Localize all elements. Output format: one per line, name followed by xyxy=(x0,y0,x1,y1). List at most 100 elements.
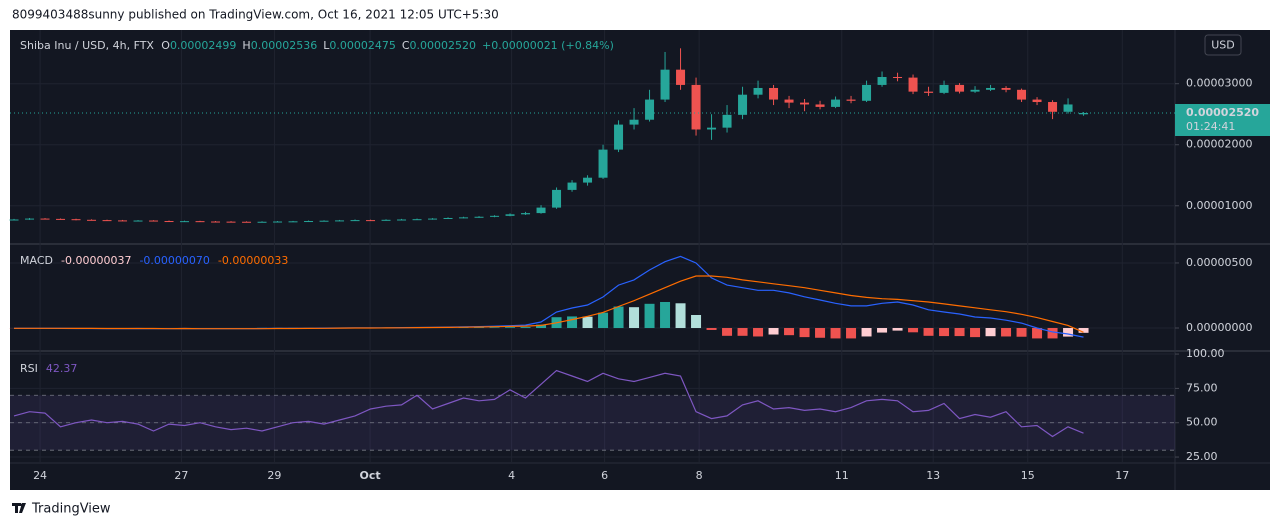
candle-body xyxy=(273,221,283,223)
candle-body xyxy=(939,84,949,93)
currency-label: USD xyxy=(1211,39,1235,52)
candle-body xyxy=(1079,113,1089,115)
chart-background xyxy=(10,30,1270,490)
histogram-bar xyxy=(753,328,764,337)
histogram-bar xyxy=(784,328,795,336)
histogram-bar xyxy=(536,324,547,329)
candle-body xyxy=(598,149,608,178)
candle-body xyxy=(118,220,128,222)
currency-button[interactable] xyxy=(1204,34,1242,56)
y-tick-label: 0.00001000 xyxy=(1186,199,1252,212)
candle-body xyxy=(691,84,701,130)
candle-body xyxy=(986,87,996,90)
legend-item: 0.00002499 xyxy=(170,39,236,52)
histogram-bar xyxy=(939,328,950,337)
candle-body xyxy=(753,87,763,95)
histogram-bar xyxy=(520,327,531,329)
histogram-bar xyxy=(1078,328,1089,333)
histogram-bar xyxy=(892,328,903,331)
candle-body xyxy=(149,220,159,222)
candle-body xyxy=(412,219,422,221)
histogram-bar xyxy=(861,328,872,337)
candle-body xyxy=(319,220,329,222)
histogram-bar xyxy=(660,301,671,329)
histogram-bar xyxy=(768,328,779,335)
rsi-line xyxy=(13,369,1084,438)
candle-body xyxy=(505,214,515,216)
histogram-bar xyxy=(830,328,841,339)
legend-item: 0.00002475 xyxy=(329,39,395,52)
x-tick-label: 8 xyxy=(696,469,703,482)
candle-body xyxy=(195,221,205,223)
candle-body xyxy=(71,219,81,221)
legend-item: -0.00000037 xyxy=(61,254,131,267)
y-tick-label: 25.00 xyxy=(1186,450,1218,463)
candle-body xyxy=(924,91,934,93)
candle-body xyxy=(955,84,965,92)
histogram-bar xyxy=(923,328,934,336)
candle-body xyxy=(459,217,469,219)
tradingview-logo xyxy=(12,503,26,513)
candle-body xyxy=(784,99,794,103)
histogram-bar xyxy=(1032,328,1043,339)
candle-body xyxy=(970,89,980,92)
x-tick-label: 27 xyxy=(174,469,188,482)
histogram-bar xyxy=(582,316,593,329)
x-tick-label: 15 xyxy=(1021,469,1035,482)
histogram-bar xyxy=(613,306,624,329)
candle-body xyxy=(242,221,252,223)
candle-body xyxy=(676,69,686,85)
candle-body xyxy=(800,102,810,105)
candle-body xyxy=(397,219,407,221)
x-tick-label: 24 xyxy=(33,469,47,482)
histogram-bar xyxy=(644,303,655,329)
candle-body xyxy=(9,219,19,221)
candle-body xyxy=(614,124,624,150)
x-tick-label: 29 xyxy=(267,469,281,482)
pane-legend: MACD -0.00000037 -0.00000070 -0.00000033 xyxy=(20,254,288,267)
x-tick-label: 17 xyxy=(1115,469,1129,482)
candle-body xyxy=(288,221,298,223)
candle-body xyxy=(211,221,221,223)
publisher-line: 8099403488sunny published on TradingView… xyxy=(12,8,499,22)
histogram-bar xyxy=(1047,328,1058,339)
legend-item: 0.00002536 xyxy=(251,39,317,52)
histogram-bar xyxy=(1001,328,1012,337)
legend-item: O xyxy=(161,39,170,52)
y-tick-label: 0.00002000 xyxy=(1186,138,1252,151)
candle-body xyxy=(304,221,314,223)
y-tick-label: 0.00000500 xyxy=(1186,256,1252,269)
histogram-bar xyxy=(706,328,717,330)
x-tick-label: 13 xyxy=(926,469,940,482)
candle-body xyxy=(629,119,639,125)
candle-body xyxy=(366,220,376,222)
legend-item: 0.00002520 xyxy=(410,39,476,52)
legend-item: RSI xyxy=(20,362,38,375)
candle-body xyxy=(335,220,345,222)
legend-item: 42.37 xyxy=(46,362,78,375)
candle-body xyxy=(56,218,66,220)
candle-body xyxy=(645,99,655,120)
candle-body xyxy=(257,221,267,223)
legend-item: MACD xyxy=(20,254,53,267)
candle-body xyxy=(25,218,35,220)
candle-body xyxy=(87,219,97,221)
histogram-bar xyxy=(908,328,919,333)
candle-body xyxy=(1048,102,1058,112)
histogram-bar xyxy=(675,303,686,329)
candle-body xyxy=(226,221,236,223)
histogram-bar xyxy=(799,328,810,338)
macd-line xyxy=(14,275,1084,333)
legend-item: +0.00000021 (+0.84%) xyxy=(482,39,614,52)
histogram-bar xyxy=(846,328,857,339)
histogram-bar xyxy=(737,328,748,336)
candle-body xyxy=(815,104,825,107)
candle-body xyxy=(831,99,841,107)
candle-body xyxy=(164,221,174,223)
histogram-bar xyxy=(598,312,609,329)
candle-body xyxy=(908,77,918,92)
candle-body xyxy=(443,217,453,219)
legend-item: L xyxy=(323,39,330,52)
candle-body xyxy=(862,84,872,101)
